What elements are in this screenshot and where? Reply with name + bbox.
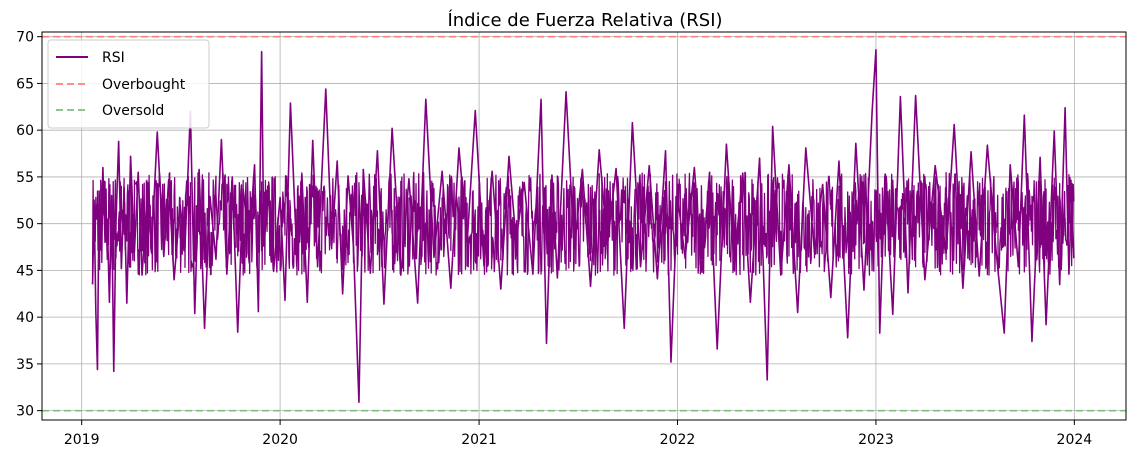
legend: RSI Overbought Oversold	[47, 39, 210, 129]
rsi-series-texture	[91, 171, 1075, 276]
x-tick-label: 2021	[461, 432, 497, 448]
x-tick-label: 2024	[1057, 432, 1093, 448]
legend-box	[47, 39, 210, 129]
y-tick-label: 65	[16, 76, 34, 92]
x-tick-label: 2022	[660, 432, 696, 448]
y-tick-label: 55	[16, 170, 34, 186]
y-tick-label: 30	[16, 404, 34, 420]
series-layer	[91, 48, 1075, 404]
x-tick-label: 2019	[64, 432, 100, 448]
y-tick-label: 60	[16, 123, 34, 139]
y-tick-label: 70	[16, 30, 34, 46]
y-tick-label: 35	[16, 357, 34, 373]
chart-title: Índice de Fuerza Relativa (RSI)	[447, 9, 722, 31]
legend-overbought-label: Overbought	[102, 77, 186, 93]
x-tick-label: 2020	[262, 432, 298, 448]
y-axis: 30 35 40 45 50 55 60 65 70	[16, 30, 42, 420]
threshold-lines	[42, 35, 1126, 412]
x-axis: 2019 2020 2021 2022 2023 2024	[64, 420, 1092, 448]
legend-rsi-label: RSI	[102, 50, 125, 66]
y-tick-label: 40	[16, 310, 34, 326]
plot-frame	[41, 31, 1127, 421]
x-tick-label: 2023	[858, 432, 894, 448]
legend-oversold-label: Oversold	[102, 103, 164, 119]
y-tick-label: 45	[16, 263, 34, 279]
y-tick-label: 50	[16, 217, 34, 233]
